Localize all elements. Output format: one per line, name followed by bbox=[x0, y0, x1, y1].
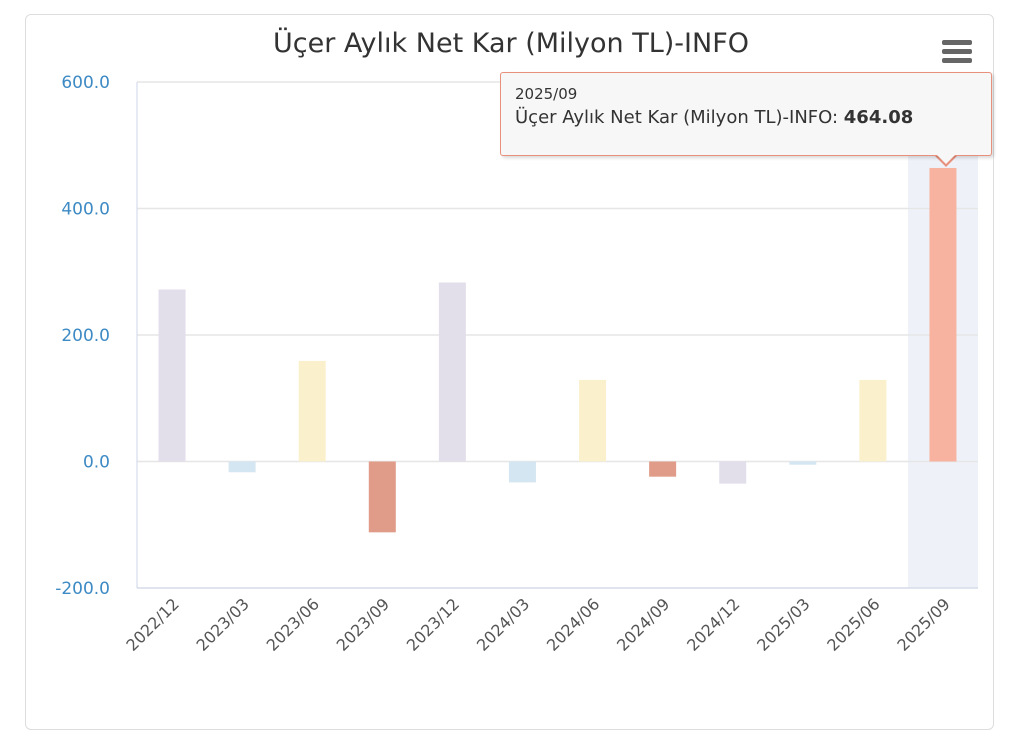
tooltip-series-label: Üçer Aylık Net Kar (Milyon TL)-INFO: bbox=[515, 107, 844, 128]
x-tick-label: 2023/12 bbox=[403, 594, 463, 654]
x-tick-label: 2024/06 bbox=[543, 594, 603, 654]
bar bbox=[298, 360, 326, 462]
y-tick-label: 600.0 bbox=[61, 73, 110, 93]
tooltip-date: 2025/09 bbox=[515, 85, 578, 103]
bar bbox=[929, 167, 957, 462]
y-tick-label: 400.0 bbox=[61, 200, 110, 220]
x-tick-label: 2023/09 bbox=[333, 594, 393, 654]
y-tick-label: 200.0 bbox=[61, 326, 110, 346]
x-tick-label: 2025/06 bbox=[823, 594, 883, 654]
x-tick-label: 2024/12 bbox=[683, 594, 743, 654]
y-tick-label: -200.0 bbox=[55, 579, 110, 599]
tooltip-value: 464.08 bbox=[843, 107, 914, 128]
tooltip-arrow-fill bbox=[936, 154, 956, 164]
x-tick-label: 2025/03 bbox=[753, 594, 813, 654]
x-tick-label: 2023/03 bbox=[193, 594, 253, 654]
bar bbox=[579, 379, 607, 462]
hamburger-menu-icon[interactable] bbox=[942, 40, 972, 66]
bar bbox=[158, 289, 186, 462]
bar bbox=[859, 379, 887, 462]
x-tick-label: 2025/09 bbox=[893, 594, 953, 654]
chart-title: Üçer Aylık Net Kar (Milyon TL)-INFO bbox=[273, 27, 749, 59]
tooltip: 2025/09 Üçer Aylık Net Kar (Milyon TL)-I… bbox=[500, 72, 992, 156]
bar bbox=[719, 461, 747, 484]
bar bbox=[508, 461, 536, 483]
x-tick-label: 2024/09 bbox=[613, 594, 673, 654]
bar bbox=[438, 282, 466, 462]
bar bbox=[649, 461, 677, 477]
bar bbox=[789, 461, 817, 465]
x-tick-label: 2022/12 bbox=[122, 594, 182, 654]
x-tick-label: 2024/03 bbox=[473, 594, 533, 654]
bar bbox=[368, 461, 396, 533]
y-tick-label: 0.0 bbox=[83, 453, 110, 473]
bar bbox=[228, 461, 256, 473]
x-tick-label: 2023/06 bbox=[263, 594, 323, 654]
